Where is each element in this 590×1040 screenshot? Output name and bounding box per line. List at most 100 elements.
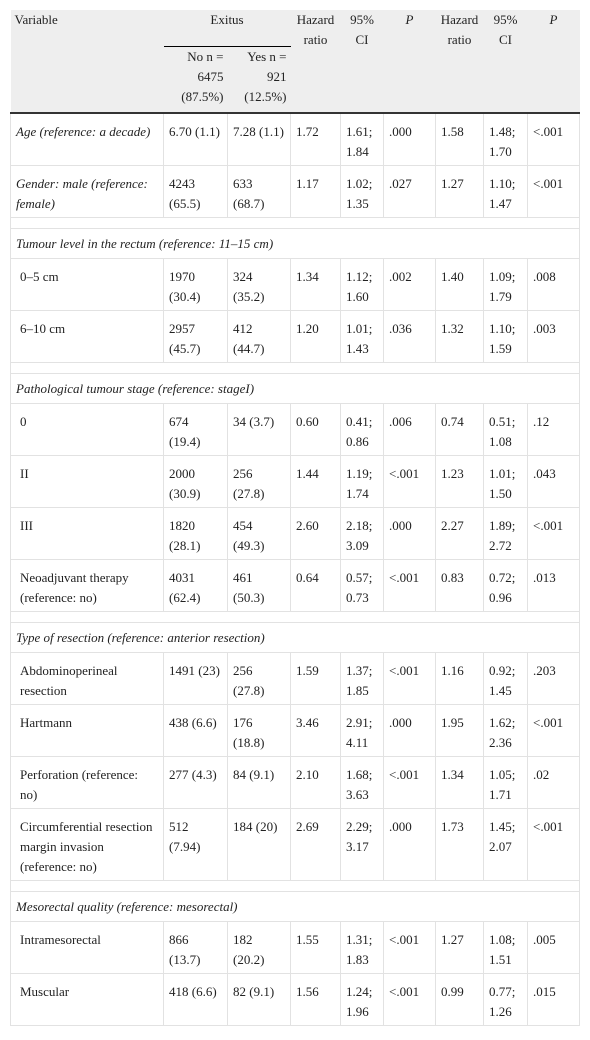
header-exitus: Exitus [163,10,291,47]
cell: 512 (7.94) [163,808,228,881]
cell: 412 (44.7) [226,310,292,363]
cell: 438 (6.6) [163,704,228,757]
cell: 324 (35.2) [226,258,292,311]
cell: 2957 (45.7) [163,310,228,363]
cell: 461 (50.3) [226,559,292,612]
cell: 1.72 [290,112,342,166]
section-row: Type of resection (reference: anterior r… [9,622,581,653]
cell: 6.70 (1.1) [163,112,228,166]
row-label: Hartmann [10,704,164,757]
cell: 1.10; 1.59 [483,310,529,363]
cell: <.001 [527,808,581,881]
cell: .002 [383,258,437,311]
cell: 1.40 [435,258,485,311]
cell: .027 [383,165,437,218]
cell: 0.51; 1.08 [483,403,529,456]
section-row: Tumour level in the rectum (reference: 1… [9,228,581,259]
header-ci: 95% CI [483,10,528,113]
cell: 176 (18.8) [226,704,292,757]
header-variable: Variable [10,10,164,113]
cell: 1.05; 1.71 [483,756,529,809]
cell: 3.46 [290,704,342,757]
results-table: Variable Exitus Hazard ratio 95% CI P Ha… [9,10,581,1026]
section-label: Tumour level in the rectum (reference: 1… [9,228,581,259]
cell: <.001 [527,704,581,757]
data-row: Perforation (reference: no) 277 (4.3) 84 (… [10,756,581,809]
cell: 633 (68.7) [226,165,292,218]
row-label: Abdominoperineal resection [10,652,164,705]
cell: 2.29; 3.17 [340,808,385,881]
cell: 1.89; 2.72 [483,507,529,560]
cell: 454 (49.3) [226,507,292,560]
data-row: 0–5 cm 1970 (30.4) 324 (35.2) 1.34 1.12; 1.6… [10,258,581,311]
cell: 277 (4.3) [163,756,228,809]
data-row: III 1820 (28.1) 454 (49.3) 2.60 2.18; 3.09.0… [10,507,581,560]
cell: 1.02; 1.35 [340,165,385,218]
cell: 2.69 [290,808,342,881]
cell: 1.95 [435,704,485,757]
row-label: Neoadjuvant therapy (reference: no) [10,559,164,612]
section-row: Pathological tumour stage (reference: st… [9,373,581,404]
cell: 4031 (62.4) [163,559,228,612]
cell: .000 [383,507,437,560]
cell: 34 (3.7) [226,403,292,456]
cell: 84 (9.1) [226,756,292,809]
spacer-cell [9,217,581,229]
cell: 0.60 [290,403,342,456]
cell: .12 [527,403,581,456]
cell: .036 [383,310,437,363]
cell: 2.10 [290,756,342,809]
cell: .000 [383,704,437,757]
cell: 82 (9.1) [226,973,292,1026]
header-hr: Hazard ratio [435,10,484,113]
cell: 0.77; 1.26 [483,973,529,1026]
cell: <.001 [383,973,437,1026]
cell: 1.31; 1.83 [340,921,385,974]
cell: <.001 [383,756,437,809]
cell: .015 [527,973,581,1026]
cell: 1.62; 2.36 [483,704,529,757]
cell: 256 (27.8) [226,652,292,705]
cell: 1.45; 2.07 [483,808,529,881]
spacer-cell [9,611,581,623]
spacer-row [9,217,581,229]
cell: 4243 (65.5) [163,165,228,218]
cell: 1.01; 1.43 [340,310,385,363]
cell: 1.58 [435,112,485,166]
cell: 1.34 [290,258,342,311]
row-label: Intramesorectal [10,921,164,974]
cell: 1.23 [435,455,485,508]
cell: 2000 (30.9) [163,455,228,508]
cell: .005 [527,921,581,974]
cell: 1.24; 1.96 [340,973,385,1026]
cell: .02 [527,756,581,809]
data-row: Abdominoperineal resection 1491 (23) 256 (… [10,652,581,705]
data-row: II 2000 (30.9) 256 (27.8) 1.44 1.19; 1.74 <.0… [10,455,581,508]
cell: 2.60 [290,507,342,560]
cell: <.001 [383,559,437,612]
cell: .203 [527,652,581,705]
cell: 2.18; 3.09 [340,507,385,560]
row-label: Muscular [10,973,164,1026]
cell: 418 (6.6) [163,973,228,1026]
data-row: Gender: male (reference: female) 4243 (65… [10,165,581,218]
row-label: 0 [10,403,164,456]
cell: 1.34 [435,756,485,809]
spacer-row [9,611,581,623]
cell: 2.27 [435,507,485,560]
cell: 1.08; 1.51 [483,921,529,974]
header-p: P [527,10,580,113]
cell: .003 [527,310,581,363]
section-label: Type of resection (reference: anterior r… [9,622,581,653]
header-yes: Yes n = 921 (12.5%) [227,46,291,113]
cell: 1.56 [290,973,342,1026]
cell: 1.12; 1.60 [340,258,385,311]
header-hr: Hazard ratio [290,10,341,113]
cell: 1.59 [290,652,342,705]
cell: 1.10; 1.47 [483,165,529,218]
row-label: Perforation (reference: no) [10,756,164,809]
cell: <.001 [383,455,437,508]
row-label: Circumferential resection margin invasio… [10,808,164,881]
cell: <.001 [383,652,437,705]
cell: 1.61; 1.84 [340,112,385,166]
